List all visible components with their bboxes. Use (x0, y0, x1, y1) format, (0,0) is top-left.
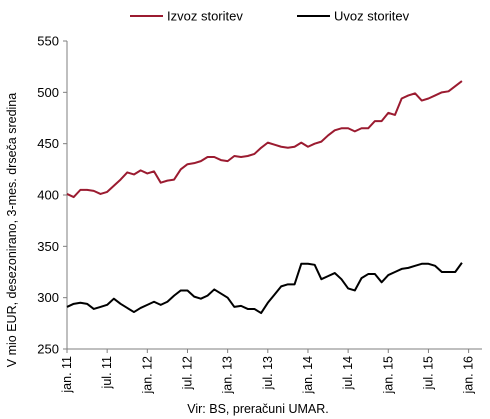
axes: 250 300 350 400 450 500 550 jan. 11 jul. 11 jan. … (37, 34, 482, 395)
x-tick-label: jan. 15 (381, 356, 395, 395)
legend-label-2: Uvoz storitev (334, 9, 410, 24)
x-tick-label: jan. 11 (60, 356, 74, 394)
legend-label-1: Izvoz storitev (167, 9, 243, 24)
source-note: Vir: BS, preračuni UMAR. (187, 402, 328, 416)
x-tick-label: jan. 14 (301, 356, 315, 395)
x-tick-label: jul. 13 (261, 356, 275, 390)
x-tick-label: jan. 13 (221, 356, 235, 395)
y-tick-label: 350 (37, 239, 59, 254)
y-tick-label: 400 (37, 188, 59, 203)
x-tick-label: jul. 11 (100, 356, 114, 389)
y-tick-label: 450 (37, 136, 59, 151)
series-line-1 (66, 80, 463, 199)
series-line-2 (66, 262, 463, 315)
plot-lines (66, 80, 463, 315)
x-tick-label: jul. 14 (341, 356, 355, 390)
y-axis-label: V mio EUR, desezonirano, 3-mes. drseča s… (5, 93, 19, 367)
x-tick-label: jan. 12 (140, 356, 154, 395)
x-tick-label: jul. 15 (421, 356, 435, 390)
x-tick-label: jan. 16 (462, 356, 476, 395)
y-tick-label: 250 (37, 342, 59, 357)
y-tick-label: 550 (37, 34, 59, 49)
legend: Izvoz storitev Uvoz storitev (130, 9, 410, 24)
y-tick-label: 300 (37, 290, 59, 305)
y-tick-label: 500 (37, 85, 59, 100)
x-tick-label: jul. 12 (180, 356, 194, 390)
